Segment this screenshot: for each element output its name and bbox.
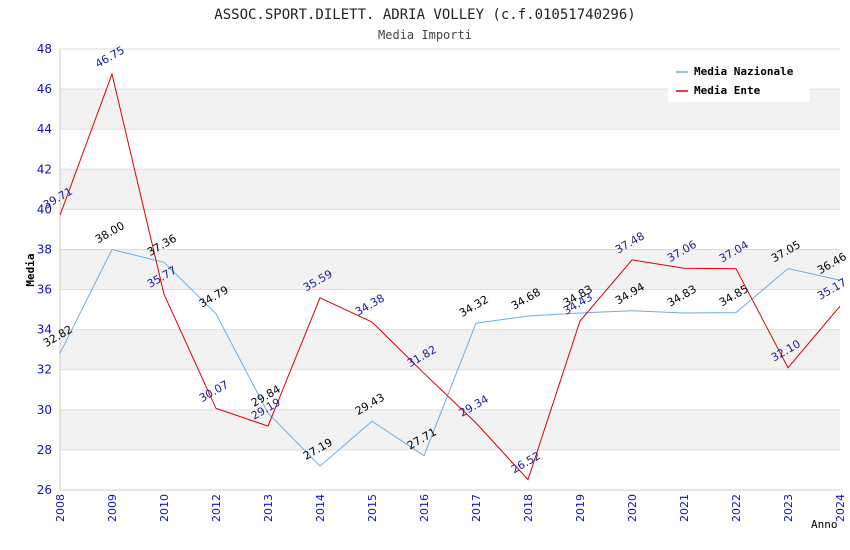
series-lines: [59, 72, 841, 481]
x-tick-label: 2014: [314, 494, 327, 522]
axes: [59, 49, 840, 491]
plot-band: [60, 129, 840, 170]
chart-title: ASSOC.SPORT.DILETT. ADRIA VOLLEY (c.f.01…: [214, 7, 635, 23]
x-tick-label: 2019: [574, 494, 587, 522]
y-tick-label: 38: [37, 242, 52, 256]
x-tick-label: 2012: [210, 494, 223, 522]
x-axis-label: Anno: [811, 518, 838, 531]
chart-subtitle: Media Importi: [378, 28, 472, 42]
x-tick-label: 2013: [262, 494, 275, 522]
legend-label-nazionale: Media Nazionale: [694, 65, 794, 78]
x-tick-label: 2017: [470, 494, 483, 522]
y-tick-labels: 26 28 30 32 34 36 38 40 42 44 46 48: [37, 42, 52, 497]
legend: Media Nazionale Media Ente: [668, 58, 810, 102]
plot-band: [60, 209, 840, 250]
x-tick-label: 2018: [522, 494, 535, 522]
x-tick-label: 2021: [678, 494, 691, 522]
x-tick-label: 2010: [158, 494, 171, 522]
y-tick-label: 44: [37, 122, 52, 136]
x-tick-label: 2008: [54, 494, 67, 522]
plot-band: [60, 449, 840, 490]
x-tick-label: 2016: [418, 494, 431, 522]
y-tick-label: 48: [37, 42, 52, 56]
y-tick-label: 40: [37, 202, 52, 216]
y-tick-label: 28: [37, 443, 52, 457]
series-line-ente: [59, 72, 841, 481]
y-tick-label: 46: [37, 82, 52, 96]
x-tick-label: 2009: [106, 494, 119, 522]
plot-band: [60, 409, 840, 450]
y-tick-label: 42: [37, 162, 52, 176]
x-tick-label: 2022: [730, 494, 743, 522]
x-tick-label: 2024: [834, 494, 847, 522]
y-axis-label: Media: [24, 253, 37, 286]
plot-band: [60, 289, 840, 330]
y-tick-label: 32: [37, 363, 52, 377]
plot-band: [60, 169, 840, 210]
x-tick-label: 2023: [782, 494, 795, 522]
y-tick-label: 26: [37, 483, 52, 497]
y-tick-label: 36: [37, 283, 52, 297]
x-tick-label: 2020: [626, 494, 639, 522]
y-tick-label: 34: [37, 323, 52, 337]
plot-bands: [60, 49, 840, 490]
series-line-nazionale: [59, 248, 841, 467]
legend-label-ente: Media Ente: [694, 84, 761, 97]
x-tick-label: 2015: [366, 494, 379, 522]
legend-box: [668, 58, 810, 102]
y-tick-label: 30: [37, 403, 52, 417]
plot-band: [60, 329, 840, 370]
x-tick-labels: 2008 2009 2010 2012 2013 2014 2015 2016 2017 2018…: [54, 494, 847, 522]
plot-band: [60, 249, 840, 290]
